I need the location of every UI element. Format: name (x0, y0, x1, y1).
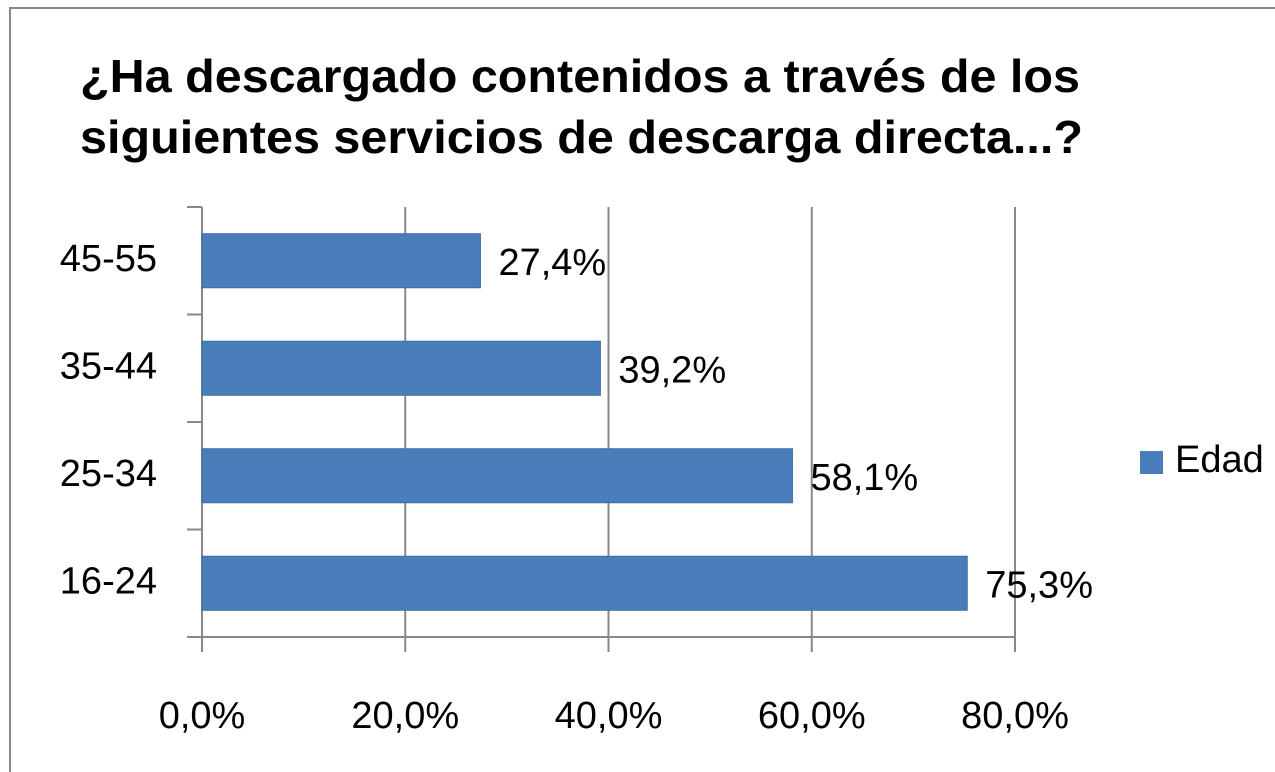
value-label: 75,3% (985, 564, 1093, 606)
x-tick-label: 40,0% (555, 695, 663, 737)
value-label: 39,2% (618, 349, 726, 391)
x-tick-label: 60,0% (758, 695, 866, 737)
chart-title: siguientes servicios de descarga directa… (80, 111, 1083, 163)
value-label: 27,4% (498, 242, 606, 284)
y-tick-label: 45-55 (60, 238, 157, 280)
y-tick-label: 16-24 (60, 560, 157, 602)
y-tick-label: 35-44 (60, 345, 157, 387)
bar (201, 233, 481, 289)
bar (201, 448, 793, 504)
x-tick-label: 80,0% (961, 695, 1069, 737)
legend-swatch (1140, 451, 1163, 474)
bar (201, 340, 601, 396)
x-tick-label: 20,0% (351, 695, 459, 737)
chart-border (9, 7, 1275, 772)
bar (201, 555, 968, 611)
chart-title: ¿Ha descargado contenidos a través de lo… (80, 50, 1080, 102)
value-label: 58,1% (810, 457, 918, 499)
y-tick-label: 25-34 (60, 453, 157, 495)
x-tick-label: 0,0% (159, 695, 246, 737)
legend-label: Edad (1175, 439, 1264, 481)
